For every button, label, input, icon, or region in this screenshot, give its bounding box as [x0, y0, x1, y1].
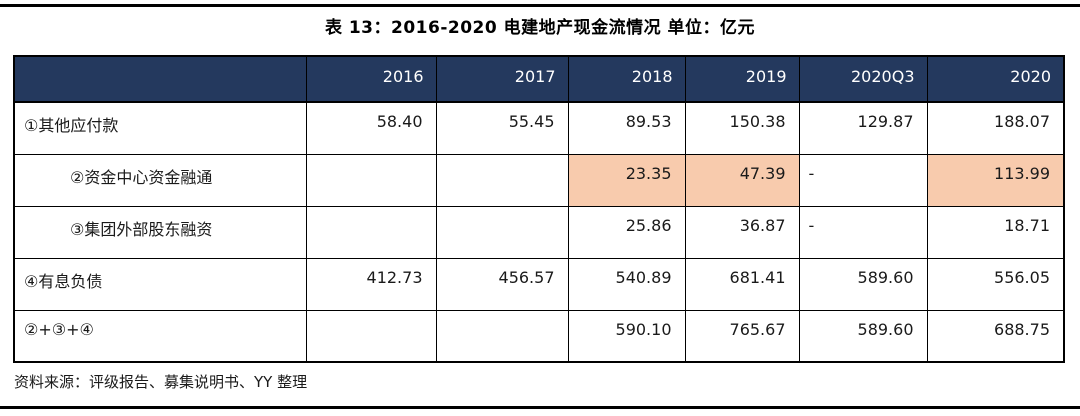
row-label: ①其他应付款 [13, 101, 307, 155]
year-column-header: 2016 [305, 55, 437, 103]
value-cell: 23.35 [567, 153, 686, 207]
table-row: ②+③+④ 590.10 765.67 589.60 688.75 [13, 309, 1065, 363]
value-cell: 556.05 [926, 257, 1065, 311]
table-body: ①其他应付款 58.40 55.45 89.53 150.38 129.87 188.07 ②… [13, 101, 1065, 363]
source-note: 资料来源：评级报告、募集说明书、YY 整理 [14, 373, 308, 391]
value-cell [305, 205, 437, 259]
value-cell: 58.40 [305, 101, 437, 155]
year-column-header: 2020 [926, 55, 1065, 103]
value-cell [435, 309, 569, 363]
year-column-header: 2020Q3 [798, 55, 928, 103]
value-cell: 89.53 [567, 101, 686, 155]
value-cell: 55.45 [435, 101, 569, 155]
value-cell: 765.67 [684, 309, 800, 363]
cashflow-table: 2016 2017 2018 2019 2020Q3 2020 ①其他应付款 58.40 55… [13, 55, 1065, 363]
row-label: ②资金中心资金融通 [13, 153, 307, 207]
value-cell: - [798, 205, 928, 259]
year-column-header: 2018 [567, 55, 686, 103]
value-cell [305, 153, 437, 207]
value-cell: 36.87 [684, 205, 800, 259]
table-title: 表 13：2016-2020 电建地产现金流情况 单位：亿元 [324, 18, 756, 38]
value-cell: 688.75 [926, 309, 1065, 363]
row-label: ③集团外部股东融资 [13, 205, 307, 259]
bottom-rule [0, 406, 1080, 409]
value-cell: 456.57 [435, 257, 569, 311]
table-row: ④有息负债 412.73 456.57 540.89 681.41 589.60 556.0… [13, 257, 1065, 311]
row-label: ④有息负债 [13, 257, 307, 311]
table-row: ①其他应付款 58.40 55.45 89.53 150.38 129.87 188.07 [13, 101, 1065, 155]
value-cell: 129.87 [798, 101, 928, 155]
value-cell: 590.10 [567, 309, 686, 363]
value-cell: 113.99 [926, 153, 1065, 207]
corner-cell [13, 55, 307, 103]
row-label: ②+③+④ [13, 309, 307, 363]
value-cell [435, 205, 569, 259]
value-cell: 412.73 [305, 257, 437, 311]
table-row: ③集团外部股东融资 25.86 36.87-18.71 [13, 205, 1065, 259]
year-column-header: 2017 [435, 55, 569, 103]
value-cell: 25.86 [567, 205, 686, 259]
table-row: ②资金中心资金融通 23.35 47.39-113.99 [13, 153, 1065, 207]
header-row: 2016 2017 2018 2019 2020Q3 2020 [13, 55, 1065, 103]
value-cell: 150.38 [684, 101, 800, 155]
value-cell: 540.89 [567, 257, 686, 311]
top-rule [0, 4, 1080, 7]
value-cell: 18.71 [926, 205, 1065, 259]
value-cell: 589.60 [798, 309, 928, 363]
value-cell: 681.41 [684, 257, 800, 311]
table-header: 2016 2017 2018 2019 2020Q3 2020 [13, 55, 1065, 103]
value-cell: - [798, 153, 928, 207]
year-column-header: 2019 [684, 55, 800, 103]
value-cell: 188.07 [926, 101, 1065, 155]
value-cell: 589.60 [798, 257, 928, 311]
value-cell [435, 153, 569, 207]
value-cell [305, 309, 437, 363]
value-cell: 47.39 [684, 153, 800, 207]
